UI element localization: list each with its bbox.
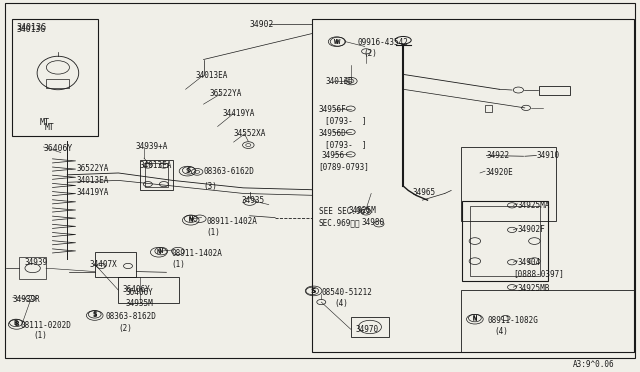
Text: [0789-0793]: [0789-0793] [319,162,369,171]
Text: 34925M: 34925M [349,206,376,215]
Bar [12,19,98,136]
Text: (4): (4) [334,299,348,308]
Text: B: B [15,321,19,327]
Text: 34902F: 34902F [517,225,545,234]
Bar [19,257,46,279]
Text: (1): (1) [33,331,47,340]
Text: N: N [189,217,193,223]
Bar [118,277,179,303]
Text: 08911-1402A: 08911-1402A [172,249,222,258]
Text: 34013EA: 34013EA [140,161,172,170]
Text: 34013G: 34013G [17,25,46,33]
Text: MT: MT [40,118,50,127]
Bar [485,105,492,112]
Text: 34013G: 34013G [17,23,47,32]
Text: 34419YA: 34419YA [77,188,109,197]
Text: W: W [335,39,339,45]
Text: N: N [473,315,477,321]
Text: 34013EA: 34013EA [77,176,109,185]
Text: N: N [473,316,477,322]
Text: 08911-1402A: 08911-1402A [206,217,257,226]
Bar [539,86,570,95]
Ellipse shape [396,36,412,44]
Text: 34419YA: 34419YA [223,109,255,118]
Text: N: N [159,248,163,254]
Text: 34013EA: 34013EA [195,71,228,80]
Text: 34910: 34910 [536,151,559,160]
Text: 34939: 34939 [24,258,47,267]
Text: 34970: 34970 [355,325,378,334]
Text: SEE SEC.969: SEE SEC.969 [319,207,369,216]
Text: MT: MT [45,123,55,132]
Text: 09916-43542: 09916-43542 [357,38,408,47]
Text: 34956F: 34956F [319,105,346,114]
Text: (2): (2) [364,49,378,58]
Text: 34925MA: 34925MA [517,201,550,210]
Text: A3:9^0.06: A3:9^0.06 [573,360,614,369]
Text: 34965: 34965 [413,188,436,197]
Text: S: S [93,312,97,318]
Text: SEC.969参図: SEC.969参図 [319,218,360,227]
Bar [47,78,70,88]
Text: 34922: 34922 [486,151,509,160]
Text: S: S [186,168,189,174]
Bar [145,163,168,187]
Text: W: W [336,39,340,45]
Text: 34956: 34956 [321,151,344,160]
Text: 34904: 34904 [517,258,540,267]
Text: 34552XA: 34552XA [234,129,266,138]
Text: 08363-8162D: 08363-8162D [106,312,156,321]
Text: 08111-0202D: 08111-0202D [20,321,71,330]
Text: 34939+A: 34939+A [136,142,168,151]
Text: 36522YA: 36522YA [77,164,109,173]
Bar [470,206,540,276]
Bar [461,147,556,221]
Bar [140,160,173,190]
Text: 36406Y: 36406Y [44,144,73,153]
Text: N: N [189,216,193,222]
Bar [351,317,389,337]
Text: 36406Y: 36406Y [125,288,153,296]
Text: 34980: 34980 [362,218,385,227]
Text: 36522YA: 36522YA [210,89,243,98]
Text: 34925MB: 34925MB [517,284,550,293]
Text: (1): (1) [206,228,220,237]
Text: (4): (4) [494,327,508,336]
Bar [461,290,634,352]
Text: 34935: 34935 [242,196,265,205]
Text: 08540-51212: 08540-51212 [321,288,372,296]
Text: [0888-0397]: [0888-0397] [513,269,564,278]
Text: S: S [310,288,314,294]
Bar [95,252,136,277]
Text: 34939R: 34939R [13,295,40,304]
Text: 08363-6162D: 08363-6162D [204,167,254,176]
Text: 34935M: 34935M [125,299,153,308]
Text: 34956D: 34956D [319,129,346,138]
Text: S: S [312,288,316,294]
Text: 34920E: 34920E [485,169,513,177]
Bar [462,201,548,281]
Text: 08911-1082G: 08911-1082G [488,316,538,325]
Text: 34407X: 34407X [90,260,117,269]
Text: B: B [14,320,18,326]
Text: (2): (2) [118,324,132,333]
Text: 34013D: 34013D [325,77,353,86]
Text: [0793-  ]: [0793- ] [325,116,367,125]
Text: (3): (3) [204,182,218,191]
Text: S: S [187,167,191,173]
Text: [0793-  ]: [0793- ] [325,140,367,149]
Text: 34902: 34902 [250,20,274,29]
Text: N: N [157,249,161,255]
Text: 36406Y: 36406Y [123,285,150,294]
Text: (1): (1) [172,260,186,269]
Bar [312,19,634,352]
Text: S: S [93,311,97,317]
